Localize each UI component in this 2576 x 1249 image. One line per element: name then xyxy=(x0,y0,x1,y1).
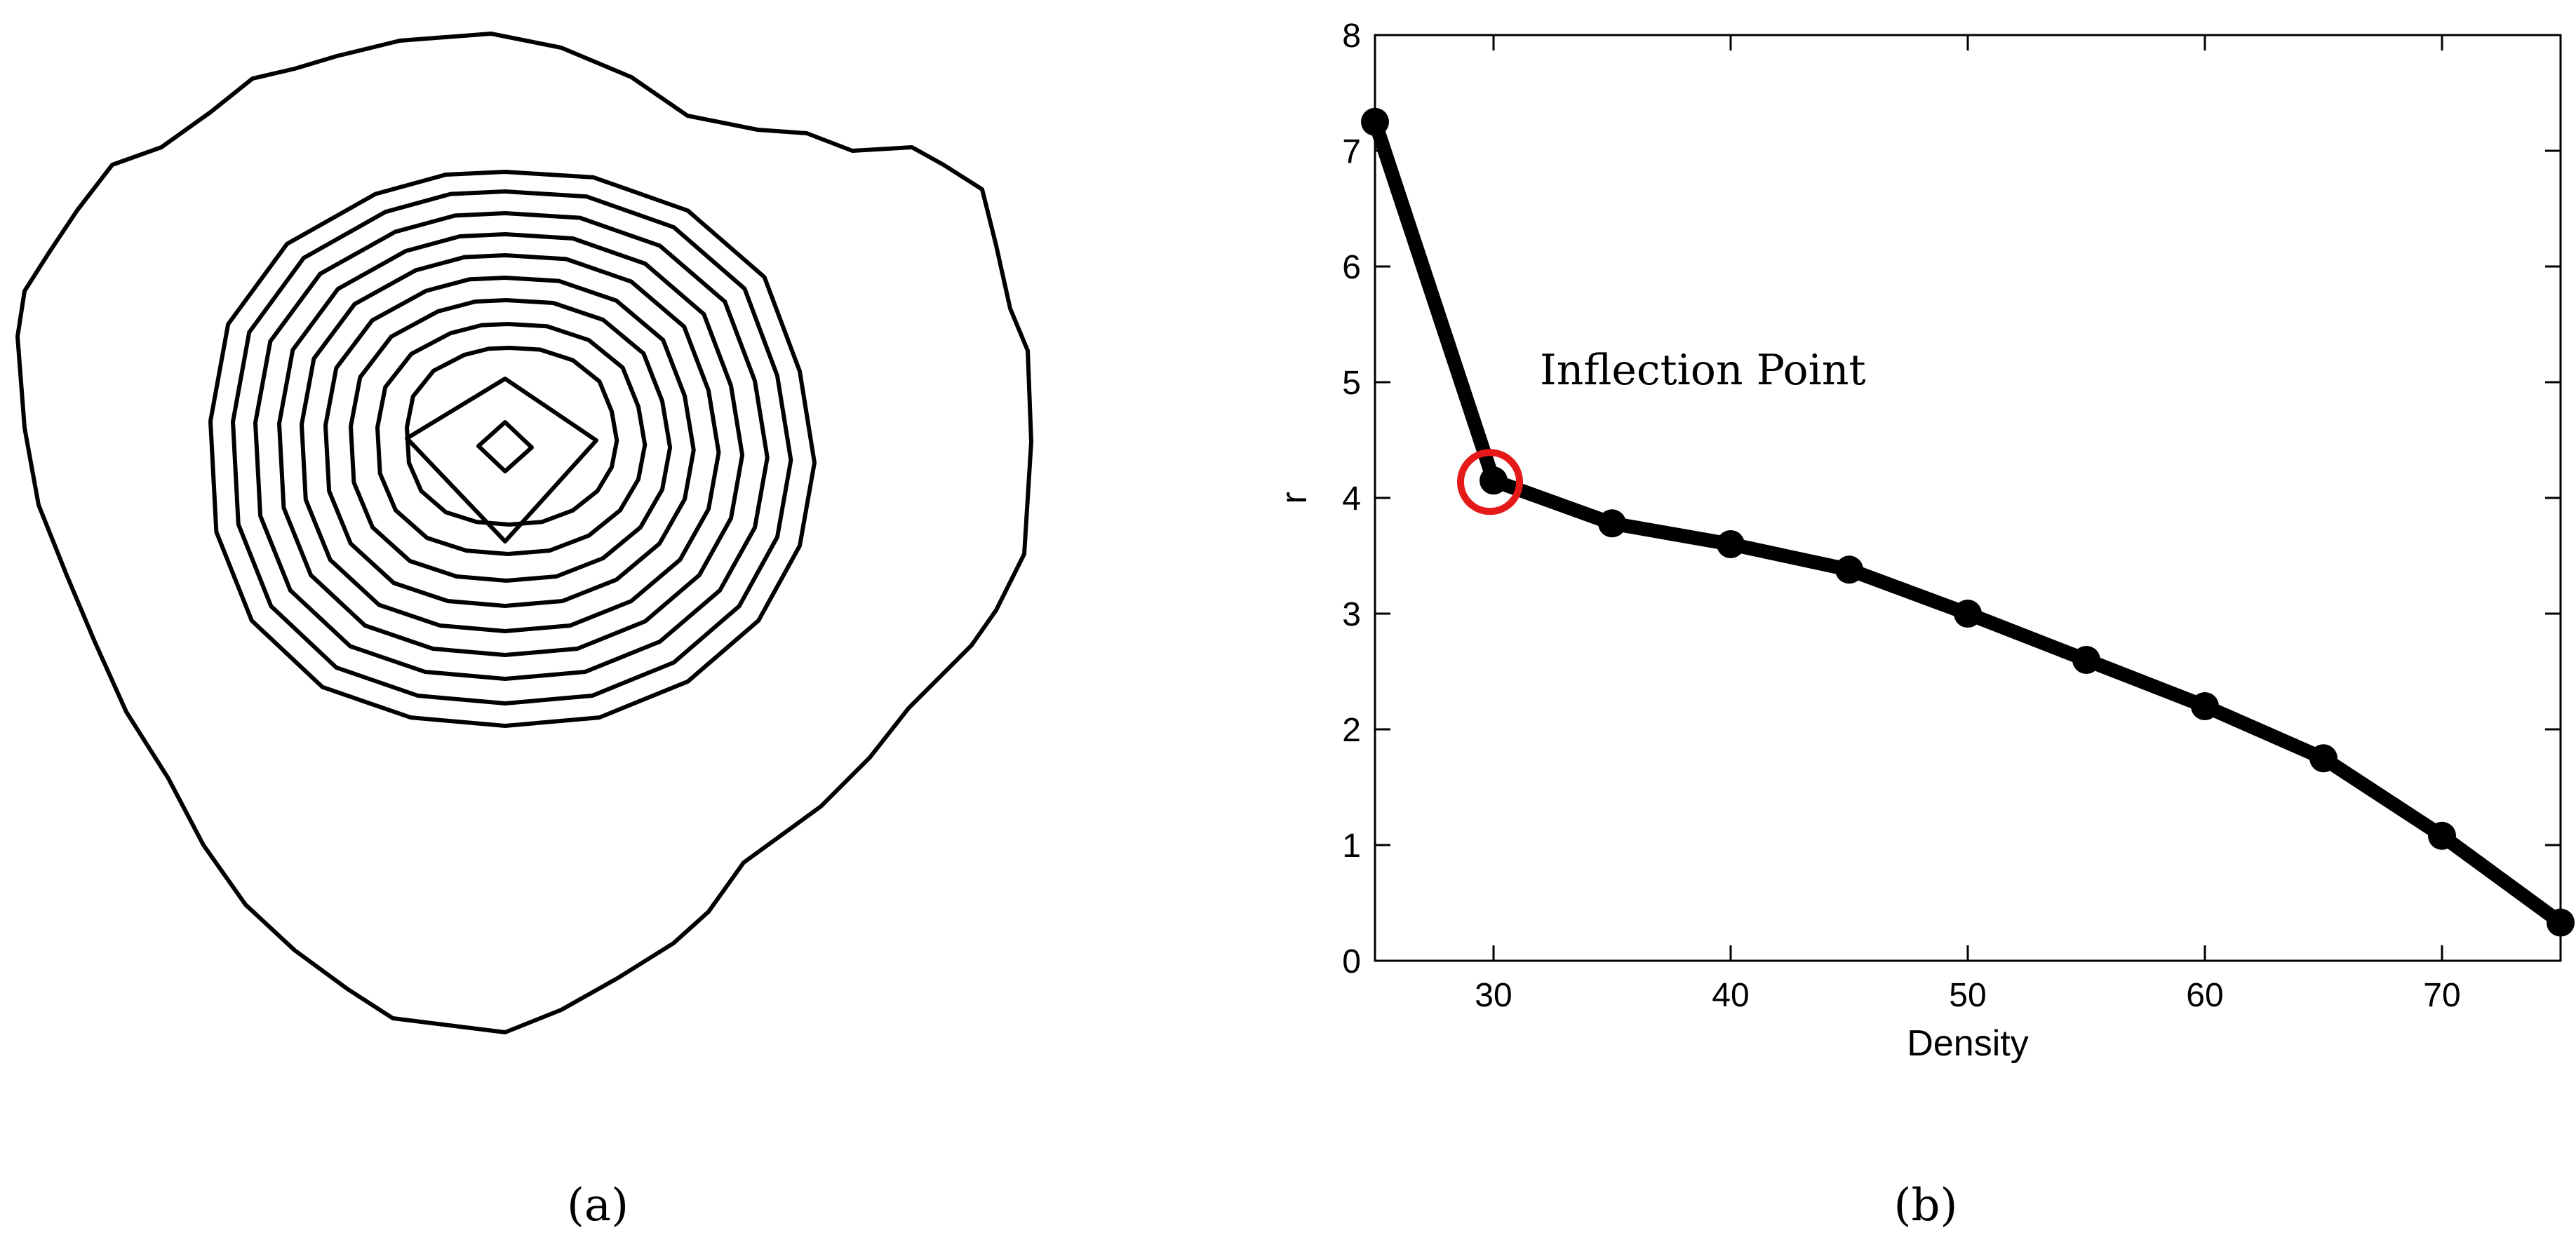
data-point xyxy=(2428,821,2456,850)
contour-peak xyxy=(476,420,534,473)
x-tick-label: 30 xyxy=(1475,977,1512,1014)
inner-contours xyxy=(208,170,817,728)
y-tick-label: 8 xyxy=(1342,18,1361,55)
contour-ring xyxy=(349,298,673,583)
y-tick-label: 6 xyxy=(1342,249,1361,286)
contour-ring xyxy=(323,276,696,608)
data-point xyxy=(1835,555,1863,584)
x-tick-label: 60 xyxy=(2186,977,2223,1014)
series xyxy=(1361,107,2575,937)
y-tick-label: 2 xyxy=(1342,712,1361,749)
data-point xyxy=(2309,744,2337,773)
data-point xyxy=(1480,466,1508,495)
contour-peak xyxy=(405,377,598,544)
y-tick-label: 0 xyxy=(1342,943,1361,980)
y-axis-label: r xyxy=(1274,492,1315,504)
data-point xyxy=(2191,692,2219,720)
outer-contour xyxy=(15,32,1033,1034)
contour-panel xyxy=(15,32,1033,1034)
y-axis: 0 1 2 3 4 5 6 7 8 xyxy=(1342,18,2561,980)
line-chart: 0 1 2 3 4 5 6 7 8 30 40 50 60 70 Density r Inflectio… xyxy=(1274,18,2575,1064)
contour-ring xyxy=(208,170,817,728)
contour-ring xyxy=(405,346,619,527)
data-point xyxy=(1717,530,1745,558)
x-axis: 30 40 50 60 70 xyxy=(1475,35,2461,1014)
contour-ring xyxy=(300,253,721,633)
inflection-point-marker xyxy=(1457,449,1523,515)
contour-ring xyxy=(231,189,793,705)
y-tick-label: 7 xyxy=(1342,133,1361,170)
x-tick-label: 40 xyxy=(1712,977,1749,1014)
x-axis-label: Density xyxy=(1907,1023,2028,1064)
contour-ring xyxy=(375,322,648,556)
contour-ring xyxy=(277,232,745,657)
caption-a: (a) xyxy=(567,1180,629,1231)
y-tick-label: 4 xyxy=(1342,480,1361,518)
data-point xyxy=(2072,646,2100,674)
data-point xyxy=(1361,107,1389,136)
data-point xyxy=(1598,509,1626,538)
series-line xyxy=(1368,114,2568,930)
y-tick-label: 1 xyxy=(1342,828,1361,865)
data-point xyxy=(1954,600,1982,628)
y-tick-label: 5 xyxy=(1342,365,1361,402)
contour-ring xyxy=(253,211,770,681)
x-tick-label: 50 xyxy=(1949,977,1986,1014)
data-point xyxy=(2547,908,2575,937)
caption-b: (b) xyxy=(1894,1180,1958,1231)
inflection-point-label: Inflection Point xyxy=(1540,346,1866,395)
y-tick-label: 3 xyxy=(1342,596,1361,633)
x-tick-label: 70 xyxy=(2423,977,2460,1014)
